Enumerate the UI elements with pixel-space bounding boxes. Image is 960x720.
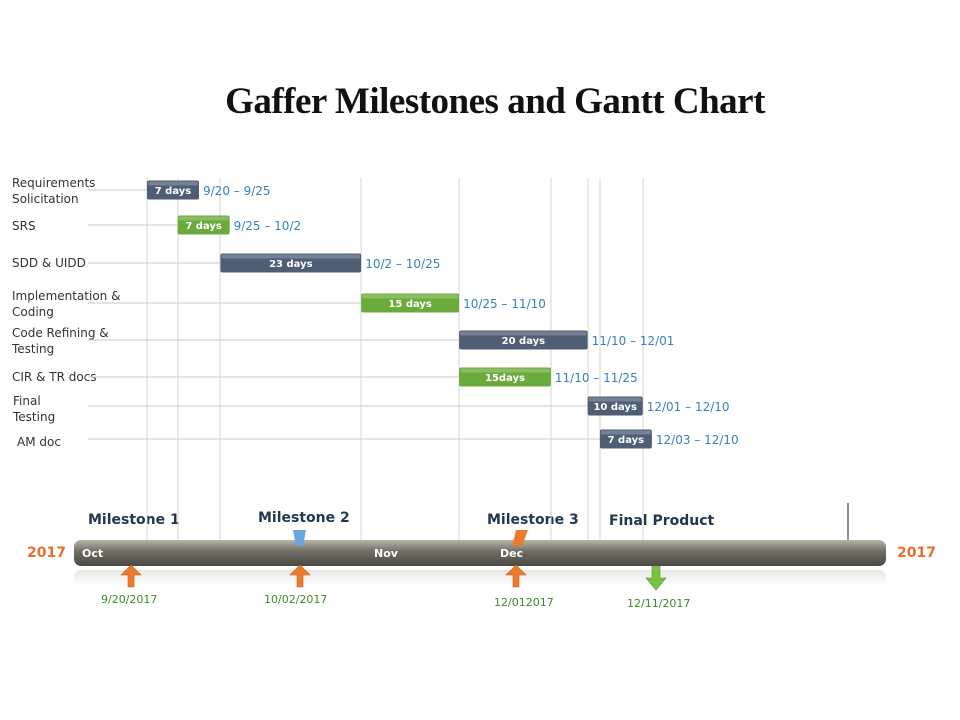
task-duration-label: 7 days — [155, 186, 192, 197]
milestone-down-arrow — [645, 565, 667, 591]
task-bar-rect — [459, 330, 588, 350]
timeline-axis: Oct Nov Dec — [74, 503, 886, 586]
task-date-range: 12/03 – 12/10 — [656, 433, 739, 447]
task-bar: 20 days — [459, 330, 588, 350]
task-duration-label: 20 days — [502, 336, 546, 347]
timeline-bar — [74, 540, 886, 566]
task-date-range: 10/2 – 10/25 — [365, 257, 440, 271]
task-bar-highlight — [221, 254, 361, 259]
task-bar-rect — [177, 215, 230, 235]
milestone-label: Milestone 2 — [258, 510, 350, 526]
milestone-3-pin-icon — [512, 530, 528, 546]
task-date-range: 10/25 – 11/10 — [463, 297, 546, 311]
task-date-range: 9/25 – 10/2 — [234, 219, 302, 233]
task-bar: 10 days — [587, 396, 643, 416]
milestone-date: 9/20/2017 — [101, 593, 158, 606]
task-date-range: 11/10 – 11/25 — [555, 371, 638, 385]
timeline-reflection — [74, 570, 886, 586]
task-bar: 23 days — [220, 253, 362, 273]
task-bar-rect — [361, 293, 460, 313]
milestone-2-pin-icon — [293, 530, 306, 546]
milestone-date: 10/02/2017 — [264, 593, 328, 606]
task-bar: 7 days — [599, 429, 652, 449]
year-label-right: 2017 — [897, 545, 936, 561]
milestone-up-arrow — [289, 564, 311, 588]
task-bar-highlight — [588, 397, 642, 402]
task-date-range: 12/01 – 12/10 — [647, 400, 730, 414]
task-bar: 7 days — [177, 215, 230, 235]
task-bar-highlight — [178, 216, 229, 221]
task-bar: 15days — [459, 367, 551, 387]
gridlines — [146, 178, 644, 540]
task-label: SDD & UIDD — [12, 256, 86, 270]
task-date-range: 11/10 – 12/01 — [592, 334, 675, 348]
task-label: Final Testing — [13, 394, 56, 424]
milestone-label: Milestone 3 — [487, 512, 579, 528]
task-label: SRS — [12, 219, 36, 233]
task-bar-highlight — [600, 430, 651, 435]
milestone-date: 12/012017 — [494, 596, 554, 609]
task-bar-rect — [220, 253, 362, 273]
chart-title: Gaffer Milestones and Gantt Chart — [225, 81, 765, 122]
task-bar-rect — [147, 180, 199, 200]
task-bar-highlight — [362, 294, 459, 299]
task-duration-label: 23 days — [269, 259, 313, 270]
task-bar: 7 days — [147, 180, 199, 200]
task-bar-rect — [599, 429, 652, 449]
milestone-label: Milestone 1 — [88, 512, 180, 528]
milestone-up-arrow — [120, 564, 142, 588]
task-bar-rect — [459, 367, 551, 387]
task-duration-label: 15 days — [388, 299, 432, 310]
milestone-date: 12/11/2017 — [627, 597, 691, 610]
task-duration-label: 10 days — [593, 402, 637, 413]
task-bar-highlight — [148, 181, 198, 186]
task-bar: 15 days — [361, 293, 460, 313]
task-date-range: 9/20 – 9/25 — [203, 184, 271, 198]
task-duration-label: 7 days — [608, 435, 645, 446]
month-label: Nov — [374, 547, 399, 560]
milestone-label: Final Product — [609, 513, 715, 529]
task-bar-highlight — [460, 368, 550, 373]
milestone-markers — [120, 530, 667, 591]
year-label-left: 2017 — [27, 545, 66, 561]
milestone-up-arrow — [505, 564, 527, 588]
task-label: Requirements Solicitation — [12, 176, 96, 206]
month-label: Oct — [82, 547, 103, 560]
task-bars: 7 days 9/20 – 9/25 7 days 9/25 – 10/2 23 day… — [147, 180, 739, 449]
task-label: Implementation & Coding — [12, 289, 121, 319]
label-leader-lines — [88, 189, 600, 440]
task-bar-highlight — [460, 331, 587, 336]
task-label: CIR & TR docs — [12, 370, 97, 384]
task-label: AM doc — [17, 435, 61, 449]
month-label: Dec — [500, 547, 523, 560]
task-bar-rect — [587, 396, 643, 416]
task-duration-label: 15days — [485, 373, 525, 384]
task-label: Code Refining & Testing — [12, 326, 109, 356]
task-duration-label: 7 days — [185, 221, 222, 232]
